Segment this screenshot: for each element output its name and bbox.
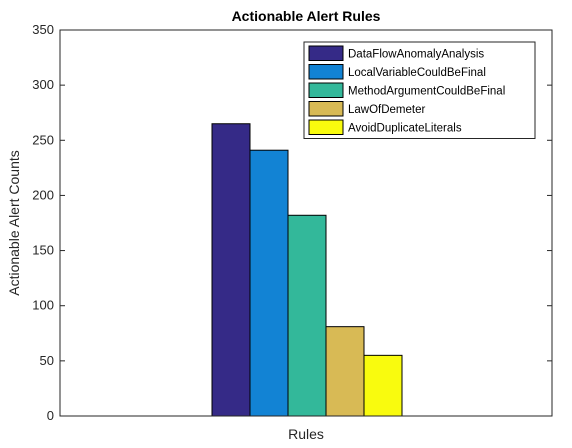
y-tick-label: 100	[32, 298, 54, 313]
legend-swatch	[308, 119, 344, 135]
y-axis-ticks: 0 50 100 150 200 250 300 350	[32, 22, 552, 423]
y-tick-label: 150	[32, 243, 54, 258]
y-tick-label: 200	[32, 187, 54, 202]
y-axis-label: Actionable Alert Counts	[6, 150, 22, 296]
y-tick-label: 0	[47, 408, 54, 423]
legend-swatch	[308, 82, 344, 98]
legend-label: MethodArgumentCouldBeFinal	[348, 86, 505, 98]
bar-AvoidDuplicateLiterals	[363, 354, 403, 417]
y-tick-label: 300	[32, 77, 54, 92]
legend-label: AvoidDuplicateLiterals	[348, 123, 462, 135]
y-tick-label: 50	[40, 353, 54, 368]
legend-label: LawOfDemeter	[348, 104, 426, 116]
bar-DataFlowAnomalyAnalysis	[211, 123, 251, 417]
x-axis-label: Rules	[288, 426, 324, 442]
bar-LocalVariableCouldBeFinal	[249, 149, 289, 417]
legend-label: LocalVariableCouldBeFinal	[348, 67, 486, 79]
legend-swatch	[308, 64, 344, 80]
bar-LawOfDemeter	[325, 326, 365, 417]
y-tick-label: 350	[32, 22, 54, 37]
y-tick-label: 250	[32, 132, 54, 147]
legend-label: DataFlowAnomalyAnalysis	[348, 49, 484, 61]
legend-swatch	[308, 101, 344, 117]
plot-frame	[59, 29, 553, 417]
bar-MethodArgumentCouldBeFinal	[287, 214, 327, 417]
bars-group	[211, 123, 403, 417]
chart-title: Actionable Alert Rules	[232, 8, 381, 24]
legend-swatch	[308, 45, 344, 61]
legend: DataFlowAnomalyAnalysis LocalVariableCoul…	[303, 41, 536, 139]
